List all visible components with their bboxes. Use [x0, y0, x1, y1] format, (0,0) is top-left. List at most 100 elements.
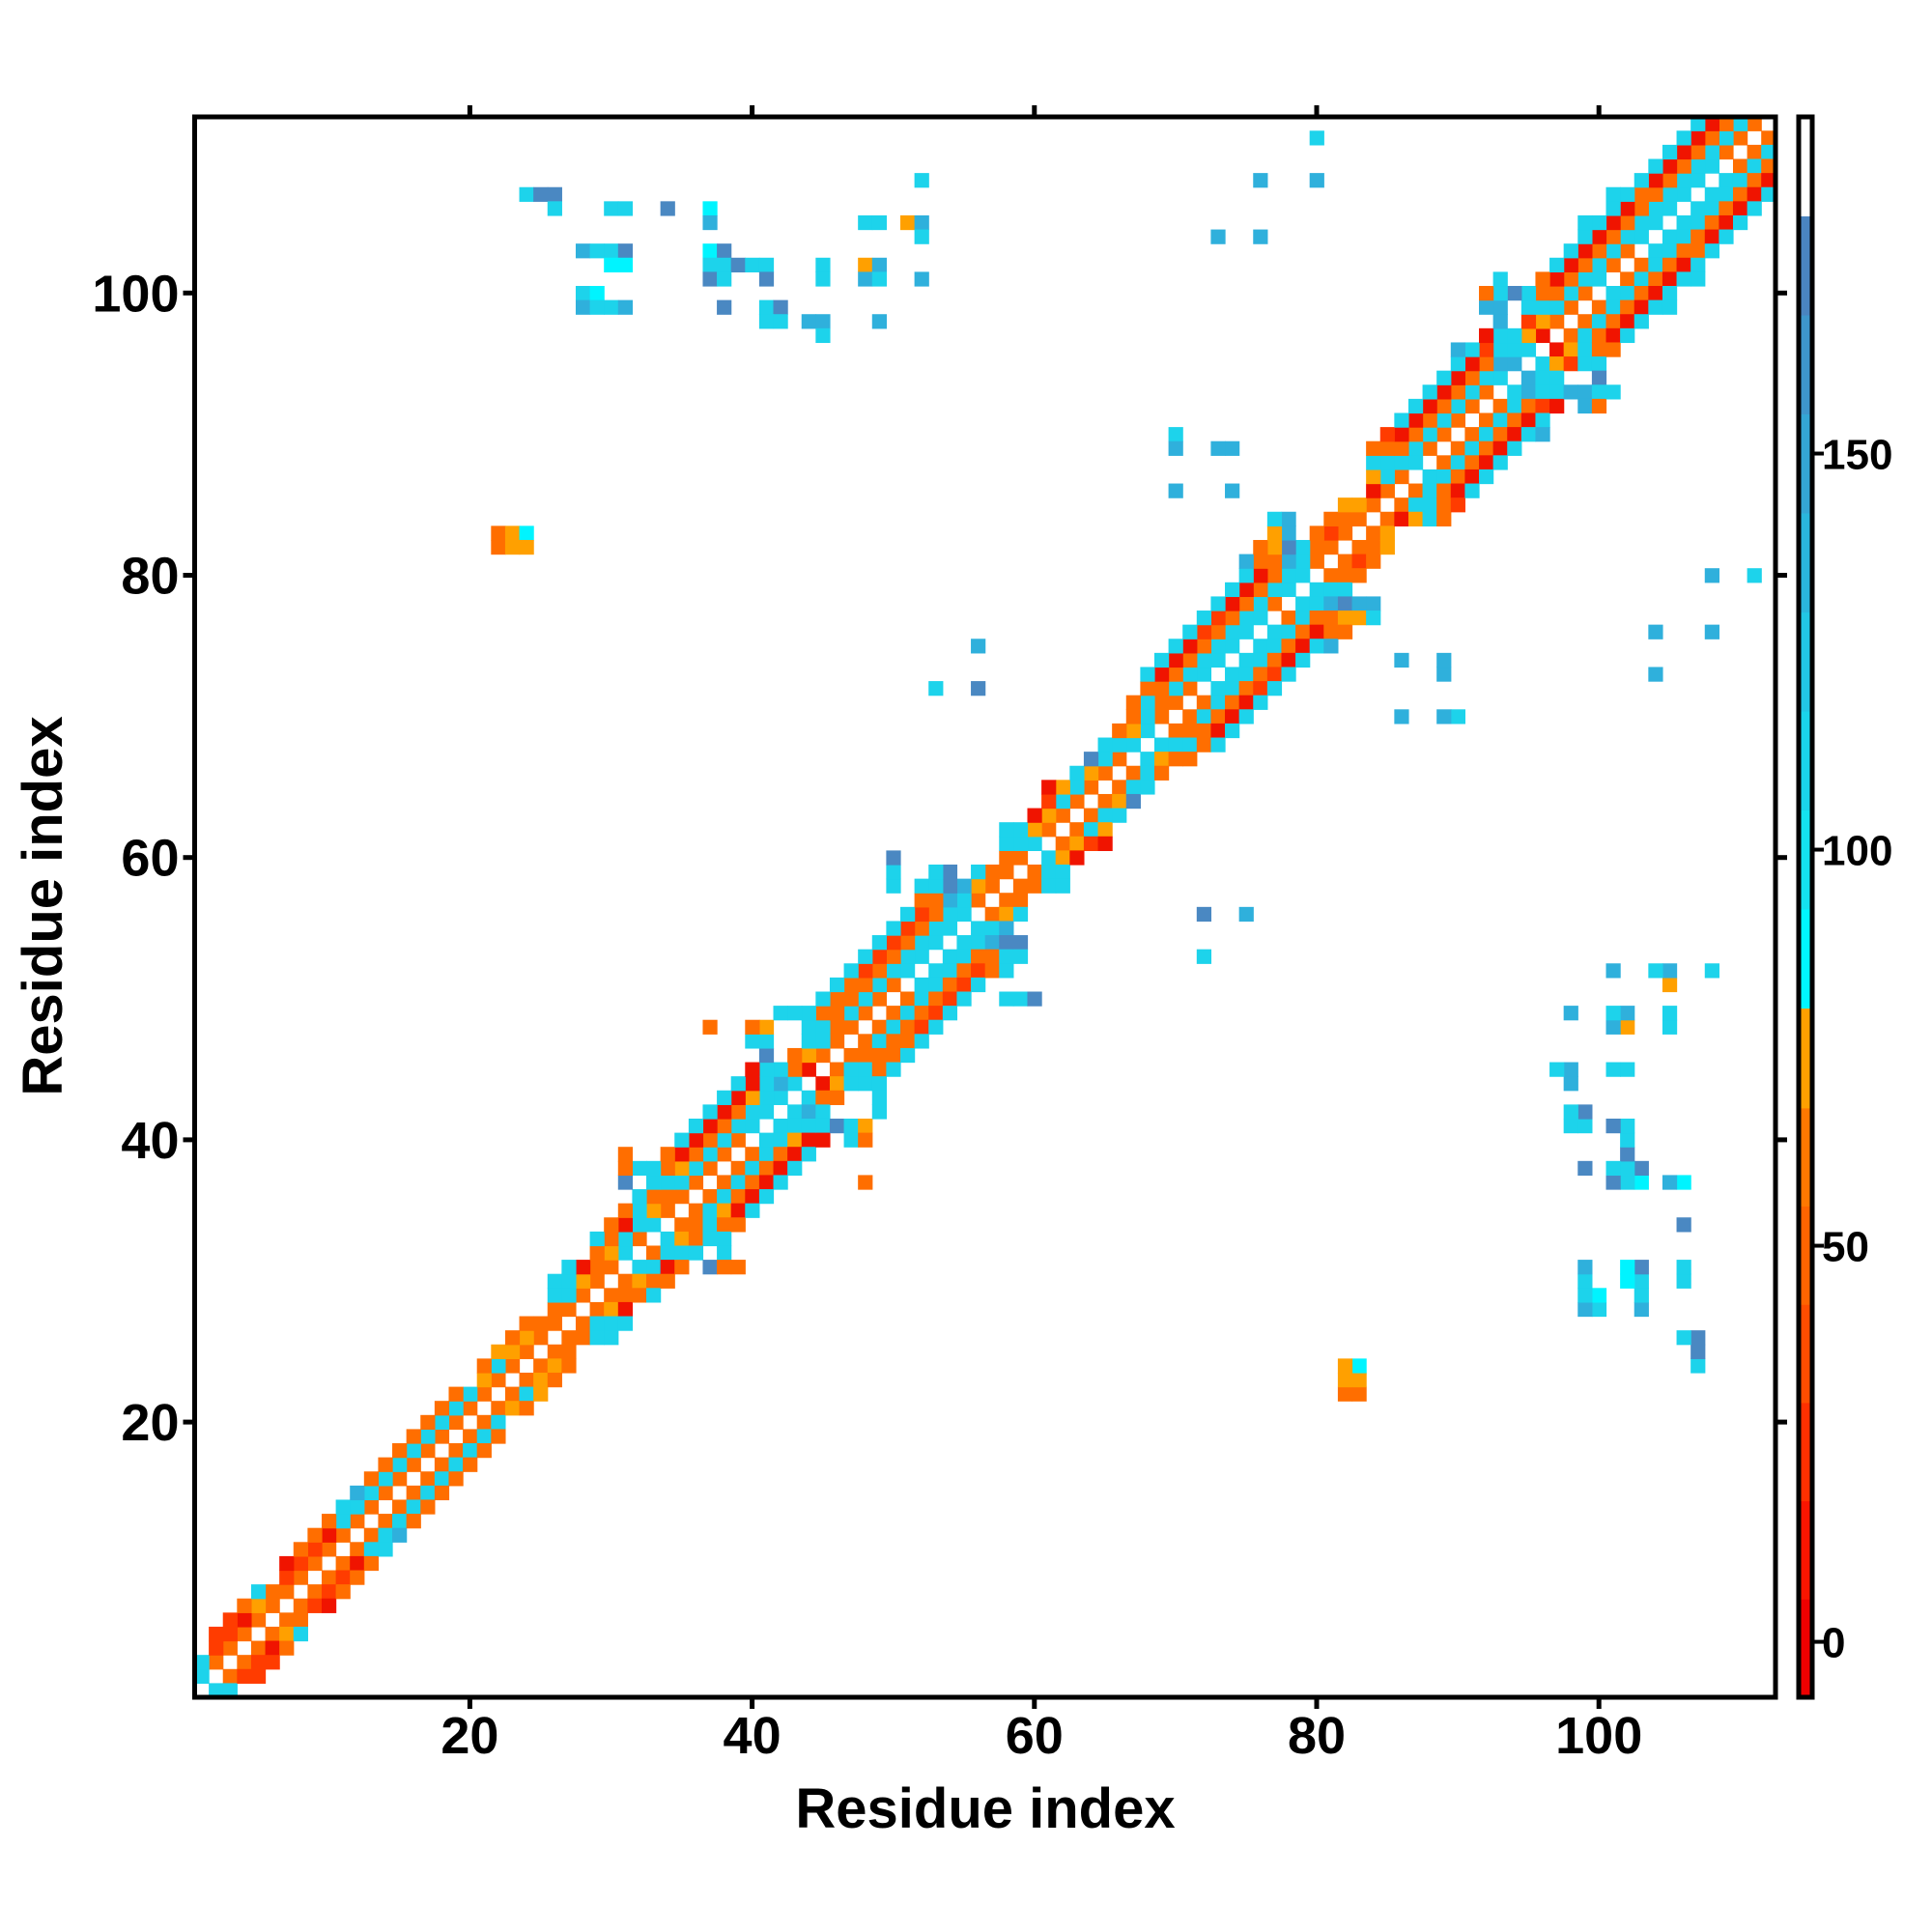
contact-cell-mirror	[1563, 342, 1578, 357]
contact-cell	[1112, 723, 1127, 739]
contact-cell	[1648, 173, 1663, 188]
contact-cell	[1182, 624, 1198, 639]
contact-cell	[293, 1570, 308, 1585]
contact-cell-mirror	[1309, 582, 1324, 598]
contact-cell-mirror	[1168, 737, 1183, 753]
contact-cell	[843, 991, 859, 1007]
contact-cell-mirror	[1323, 582, 1339, 598]
contact-cell	[448, 1414, 464, 1431]
contact-cell	[730, 1132, 746, 1148]
contact-cell-mirror	[886, 1034, 901, 1049]
contact-cell	[1620, 214, 1635, 231]
contact-cell-mirror	[617, 1316, 634, 1331]
contact-cell-mirror	[1591, 299, 1607, 315]
contact-cell	[1577, 286, 1593, 301]
contact-cell-mirror	[1295, 596, 1311, 611]
contact-cell	[688, 1175, 704, 1190]
contact-cell	[815, 1047, 831, 1064]
contact-cell-mirror	[406, 1499, 421, 1515]
colorbar-band	[1799, 117, 1812, 217]
contact-cell	[1549, 271, 1565, 287]
contact-cell-mirror	[1620, 271, 1635, 287]
contact-cell-mirror	[1507, 440, 1522, 456]
contact-cell	[1337, 526, 1353, 541]
contact-cell	[1168, 667, 1183, 682]
contact-cell	[237, 1626, 252, 1642]
contact-cell	[843, 963, 859, 979]
contact-cell	[1323, 511, 1339, 526]
contact-cell-mirror	[392, 1527, 408, 1543]
contact-cell	[1238, 611, 1254, 626]
contact-cell-mirror	[758, 1147, 775, 1162]
colorbar-tick-label: 0	[1822, 1620, 1845, 1667]
contact-cell	[1281, 526, 1296, 541]
colorbar-band	[1799, 1500, 1812, 1600]
contact-cell	[589, 1260, 605, 1275]
contact-cell	[1648, 186, 1663, 202]
contact-cell	[1210, 624, 1226, 639]
contact-cell-mirror	[858, 1175, 873, 1190]
contact-cell-mirror	[575, 1330, 591, 1346]
contact-cell-mirror	[815, 1090, 831, 1105]
long-range-contact-cell-mirror	[1676, 1330, 1691, 1346]
contact-cell-mirror	[561, 1358, 577, 1374]
long-range-contact-cell	[491, 526, 506, 541]
contact-cell-mirror	[758, 1132, 775, 1148]
contact-cell-mirror	[1719, 201, 1734, 216]
contact-cell-mirror	[1351, 568, 1367, 583]
contact-cell	[1479, 299, 1494, 315]
contact-cell-mirror	[363, 1555, 380, 1572]
contact-cell	[279, 1555, 295, 1572]
contact-cell-mirror	[1281, 652, 1296, 668]
contact-cell-mirror	[1761, 173, 1776, 188]
contact-cell-mirror	[1140, 752, 1155, 767]
contact-cell-mirror	[1238, 695, 1254, 710]
contact-cell	[1379, 455, 1395, 470]
long-range-contact-cell-mirror	[1648, 963, 1663, 979]
contact-cell	[914, 906, 929, 923]
contact-cell	[900, 949, 916, 964]
contact-cell-mirror	[971, 977, 986, 993]
contact-cell	[730, 1090, 746, 1105]
contact-cell	[1407, 398, 1424, 414]
x-tick-label: 80	[1288, 1707, 1346, 1765]
contact-cell	[646, 1189, 662, 1205]
contact-cell-mirror	[1225, 709, 1240, 724]
long-range-contact-cell-mirror	[1634, 1160, 1649, 1177]
contact-cell	[1479, 384, 1494, 400]
contact-cell-mirror	[745, 1189, 760, 1205]
contact-cell	[702, 1160, 718, 1177]
contact-cell	[1662, 173, 1678, 188]
contact-cell	[491, 1358, 506, 1374]
long-range-contact-cell-mirror	[1662, 977, 1678, 993]
contact-cell-mirror	[1535, 398, 1550, 414]
contact-cell	[1648, 214, 1663, 231]
long-range-contact-cell	[702, 243, 718, 259]
contact-cell	[1577, 257, 1593, 272]
contact-cell	[688, 1132, 704, 1148]
contact-cell	[547, 1316, 562, 1331]
contact-cell-mirror	[758, 1175, 775, 1190]
contact-cell-mirror	[1027, 865, 1042, 880]
y-axis-title: Residue index	[12, 716, 74, 1095]
long-range-contact-cell	[702, 271, 718, 287]
contact-cell-mirror	[1704, 243, 1719, 259]
contact-cell	[1549, 286, 1565, 301]
contact-cell-mirror	[1210, 737, 1226, 753]
contact-cell	[617, 1175, 634, 1190]
contact-cell-mirror	[829, 1076, 845, 1092]
contact-cell-mirror	[801, 1132, 816, 1148]
contact-cell-mirror	[1676, 271, 1691, 287]
contact-cell	[589, 1231, 605, 1247]
contact-cell-mirror	[448, 1471, 464, 1487]
contact-cell	[787, 1047, 803, 1064]
contact-cell-mirror	[1620, 327, 1635, 344]
contact-cell-mirror	[1041, 850, 1057, 866]
contact-cell	[1027, 836, 1042, 851]
contact-cell	[519, 1344, 534, 1359]
contact-cell-mirror	[1591, 356, 1607, 372]
contact-cell-mirror	[717, 1175, 732, 1190]
contact-cell	[1549, 314, 1565, 329]
contact-cell-mirror	[801, 1104, 816, 1120]
long-range-contact-cell	[1210, 440, 1226, 456]
